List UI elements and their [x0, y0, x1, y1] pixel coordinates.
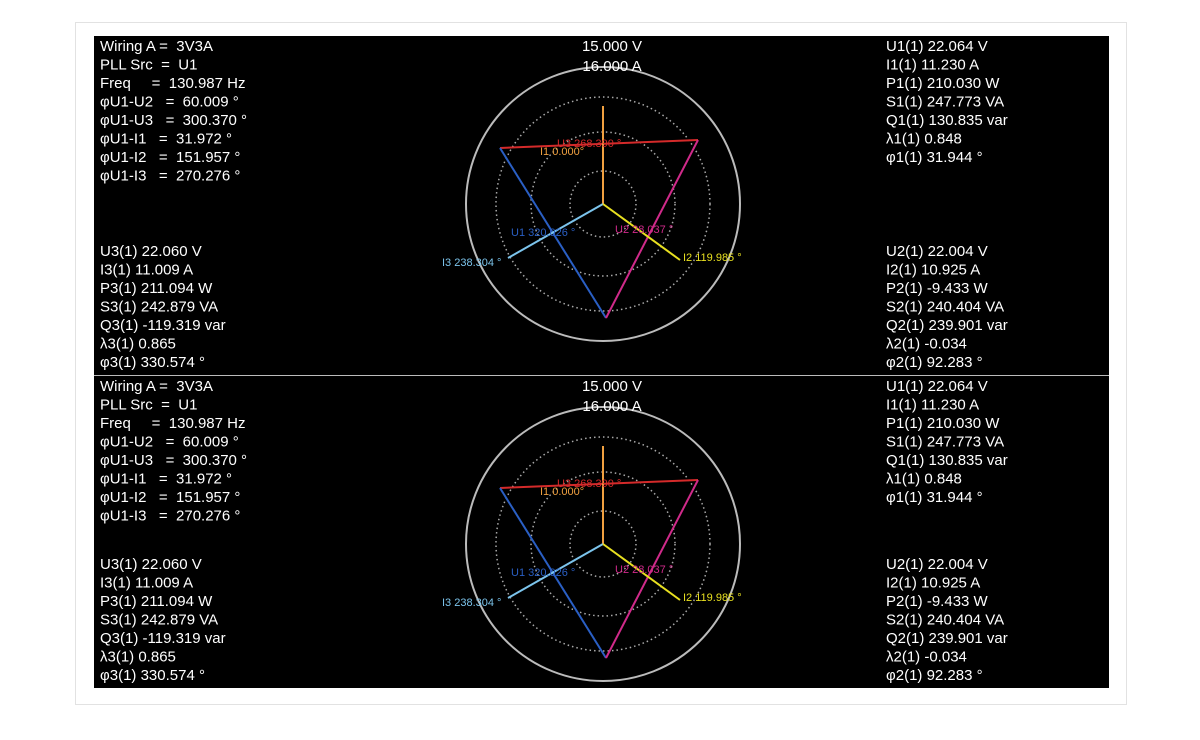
readout-line: P1(1) 210.030 W — [886, 75, 1000, 92]
readout-line: I3(1) 11.009 A — [100, 261, 193, 278]
readout-line: U3(1) 22.060 V — [100, 243, 202, 260]
readout-line: λ2(1) -0.034 — [886, 335, 967, 352]
readout-line: I1(1) 11.230 A — [886, 396, 979, 413]
readout-line: φU1-U3 = 300.370 ° — [100, 112, 247, 129]
phasor-panel: 15.000 V 16.000 A I1 0.000° U3 268.390 ° U1 … — [94, 36, 1109, 375]
phasor-i2 — [602, 543, 681, 601]
readout-line: φ3(1) 330.574 ° — [100, 667, 205, 684]
scale-label: 15.000 V — [582, 38, 642, 55]
phasor-label: I2 119.985 ° — [683, 252, 742, 264]
readout-line: S2(1) 240.404 VA — [886, 611, 1004, 628]
readout-line: φ2(1) 92.283 ° — [886, 667, 983, 684]
readout-line: Freq = 130.987 Hz — [100, 75, 246, 92]
readout-line: φU1-I2 = 151.957 ° — [100, 149, 240, 166]
phasor-label: I3 238.304 ° — [442, 597, 501, 609]
readout-line: PLL Src = U1 — [100, 56, 197, 73]
readout-line: U1(1) 22.064 V — [886, 38, 988, 55]
panel-canvas: 15.000 V 16.000 A I1 0.000°U3 268.390 ° U1 … — [100, 38, 1008, 371]
phasor-label: I2 119.985 ° — [683, 592, 742, 604]
phasor-u3 — [499, 139, 699, 149]
readout-line: φ1(1) 31.944 ° — [886, 149, 983, 166]
phasor-panel: 15.000 V 16.000 A I1 0.000° U3 268.390 ° U1 … — [94, 376, 1109, 688]
phasor-u2 — [605, 139, 699, 319]
readout-line: S1(1) 247.773 VA — [886, 433, 1004, 450]
readout-line: S1(1) 247.773 VA — [886, 93, 1004, 110]
readout-line: Q1(1) 130.835 var — [886, 452, 1008, 469]
phasor-u3 — [499, 479, 699, 489]
phasor-label: U3 268.390 ° — [557, 478, 621, 490]
readout-line: Q1(1) 130.835 var — [886, 112, 1008, 129]
grid-circle — [569, 170, 637, 238]
readout-line: λ1(1) 0.848 — [886, 470, 962, 487]
readout-line: φU1-U2 = 60.009 ° — [100, 433, 239, 450]
readout-line: φU1-I1 = 31.972 ° — [100, 470, 232, 487]
readout-line: λ3(1) 0.865 — [100, 335, 176, 352]
readout-line: Q3(1) -119.319 var — [100, 317, 226, 334]
scale-label: 15.000 V — [582, 378, 642, 395]
readout-line: Wiring A = 3V3A — [100, 38, 213, 55]
readout-line: λ3(1) 0.865 — [100, 648, 176, 665]
readout-line: φU1-I2 = 151.957 ° — [100, 489, 240, 506]
phasor-i3 — [507, 203, 604, 259]
readout-line: P2(1) -9.433 W — [886, 593, 989, 610]
phasor-label: U1 320.026 ° — [511, 567, 575, 579]
grid-circle — [569, 510, 637, 578]
readout-line: P1(1) 210.030 W — [886, 415, 1000, 432]
readout-line: P3(1) 211.094 W — [100, 280, 213, 297]
readout-line: Q2(1) 239.901 var — [886, 630, 1008, 647]
readout-line: S2(1) 240.404 VA — [886, 298, 1004, 315]
readout-line: I3(1) 11.009 A — [100, 574, 193, 591]
scale-circle — [465, 66, 741, 342]
readout-line: φU1-I1 = 31.972 ° — [100, 130, 232, 147]
divider — [94, 375, 1109, 376]
phasor-i3 — [507, 543, 604, 599]
phasor-label: I1 0.000° — [540, 146, 584, 158]
readout-line: Wiring A = 3V3A — [100, 378, 213, 395]
readout-line: I2(1) 10.925 A — [886, 574, 980, 591]
readout-line: φ2(1) 92.283 ° — [886, 354, 983, 371]
readout-line: P2(1) -9.433 W — [886, 280, 989, 297]
readout-line: U1(1) 22.064 V — [886, 378, 988, 395]
phasor-label: I3 238.304 ° — [442, 257, 501, 269]
readout-line: λ2(1) -0.034 — [886, 648, 967, 665]
phasor-label: U2 28.037 ° — [615, 224, 673, 236]
phasor-label: I1 0.000° — [540, 486, 584, 498]
phasor-label: U2 28.037 ° — [615, 564, 673, 576]
readout-line: I1(1) 11.230 A — [886, 56, 979, 73]
readout-line: P3(1) 211.094 W — [100, 593, 213, 610]
readout-line: φU1-I3 = 270.276 ° — [100, 167, 240, 184]
grid-circle — [495, 436, 711, 652]
phasor-label: U3 268.390 ° — [557, 138, 621, 150]
phasor-i2 — [602, 203, 681, 261]
grid-circle — [495, 96, 711, 312]
readout-line: U2(1) 22.004 V — [886, 243, 988, 260]
readout-line: φ1(1) 31.944 ° — [886, 489, 983, 506]
readout-line: φ3(1) 330.574 ° — [100, 354, 205, 371]
readout-line: Freq = 130.987 Hz — [100, 415, 246, 432]
scale-label: 16.000 A — [582, 398, 641, 415]
analyzer-screen: 15.000 V 16.000 A I1 0.000° U3 268.390 ° U1 … — [94, 36, 1109, 688]
readout-line: PLL Src = U1 — [100, 396, 197, 413]
phasor-u2 — [605, 479, 699, 659]
readout-line: Q2(1) 239.901 var — [886, 317, 1008, 334]
readout-line: S3(1) 242.879 VA — [100, 611, 218, 628]
readout-line: U2(1) 22.004 V — [886, 556, 988, 573]
readout-line: S3(1) 242.879 VA — [100, 298, 218, 315]
scale-label: 16.000 A — [582, 58, 641, 75]
panel-canvas: 15.000 V 16.000 A I1 0.000°U3 268.390 ° U1 … — [100, 378, 1008, 684]
readout-line: φU1-U2 = 60.009 ° — [100, 93, 239, 110]
readout-line: Q3(1) -119.319 var — [100, 630, 226, 647]
scale-circle — [465, 406, 741, 682]
readout-line: φU1-U3 = 300.370 ° — [100, 452, 247, 469]
readout-line: φU1-I3 = 270.276 ° — [100, 507, 240, 524]
readout-line: λ1(1) 0.848 — [886, 130, 962, 147]
readout-line: I2(1) 10.925 A — [886, 261, 980, 278]
readout-line: U3(1) 22.060 V — [100, 556, 202, 573]
phasor-label: U1 320.026 ° — [511, 227, 575, 239]
